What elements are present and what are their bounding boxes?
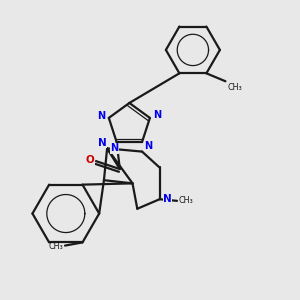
Text: O: O	[85, 155, 94, 165]
Text: N: N	[144, 141, 152, 151]
Text: N: N	[97, 111, 105, 121]
Text: N: N	[163, 194, 172, 204]
Text: CH₃: CH₃	[178, 196, 193, 205]
Text: CH₃: CH₃	[49, 242, 63, 251]
Text: N: N	[98, 138, 107, 148]
Text: N: N	[153, 110, 161, 120]
Text: CH₃: CH₃	[227, 83, 242, 92]
Text: N: N	[110, 143, 118, 153]
